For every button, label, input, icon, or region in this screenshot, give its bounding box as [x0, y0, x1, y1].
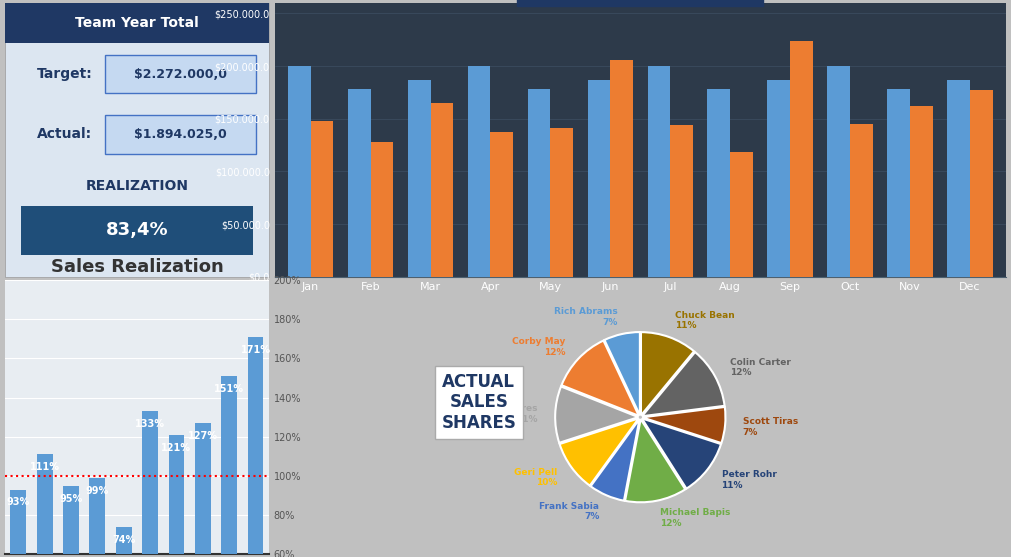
Bar — [767, 80, 791, 277]
Text: $1.894.025,0: $1.894.025,0 — [134, 128, 226, 141]
Text: 127%: 127% — [188, 431, 217, 441]
Bar — [850, 124, 872, 277]
Bar — [348, 89, 371, 277]
Title: Sales Realization: Sales Realization — [51, 258, 223, 276]
Bar — [169, 435, 184, 557]
Bar — [708, 89, 730, 277]
Bar — [310, 121, 334, 277]
Text: Frank Sabia
7%: Frank Sabia 7% — [540, 502, 600, 521]
Bar — [431, 103, 453, 277]
Text: 121%: 121% — [162, 443, 191, 453]
Bar — [611, 60, 633, 277]
Bar — [647, 66, 670, 277]
Bar — [468, 66, 490, 277]
Bar — [490, 133, 514, 277]
Text: 133%: 133% — [135, 419, 165, 429]
Bar — [947, 80, 970, 277]
Wedge shape — [642, 418, 721, 488]
Bar — [116, 527, 131, 557]
Text: 111%: 111% — [29, 462, 60, 472]
Text: ACTUAL
SALES
SHARES: ACTUAL SALES SHARES — [442, 373, 517, 432]
Text: Rich Abrams
7%: Rich Abrams 7% — [554, 307, 618, 326]
Bar — [63, 486, 79, 557]
Text: 95%: 95% — [60, 494, 83, 504]
FancyBboxPatch shape — [21, 206, 253, 255]
FancyBboxPatch shape — [105, 55, 256, 93]
Bar — [888, 89, 910, 277]
Bar — [587, 80, 611, 277]
Text: 151%: 151% — [214, 384, 245, 394]
Wedge shape — [642, 352, 725, 416]
Text: Colin Carter
12%: Colin Carter 12% — [730, 358, 792, 377]
Wedge shape — [560, 418, 639, 486]
Text: 74%: 74% — [112, 535, 135, 545]
Text: 99%: 99% — [86, 486, 109, 496]
Bar — [371, 142, 393, 277]
FancyBboxPatch shape — [5, 3, 269, 277]
Bar — [248, 337, 264, 557]
Bar — [195, 423, 210, 557]
Bar — [36, 455, 53, 557]
Text: Team Year Total: Team Year Total — [75, 16, 199, 30]
Bar — [670, 125, 694, 277]
Text: 171%: 171% — [241, 345, 271, 355]
Bar — [827, 66, 850, 277]
Wedge shape — [642, 407, 726, 443]
Text: Nicole Andres
11%: Nicole Andres 11% — [467, 404, 538, 424]
Wedge shape — [625, 419, 685, 502]
Text: 93%: 93% — [7, 497, 30, 507]
Bar — [143, 411, 158, 557]
Text: 83,4%: 83,4% — [105, 221, 168, 240]
Bar — [221, 376, 237, 557]
Text: Actual:: Actual: — [36, 128, 92, 141]
Text: $2.272.000,0: $2.272.000,0 — [133, 67, 226, 81]
Bar — [288, 66, 310, 277]
Bar — [407, 80, 431, 277]
Text: REALIZATION: REALIZATION — [85, 179, 188, 193]
Wedge shape — [641, 332, 694, 416]
Text: Chuck Bean
11%: Chuck Bean 11% — [675, 311, 735, 330]
FancyBboxPatch shape — [5, 3, 269, 42]
Bar — [550, 128, 573, 277]
Bar — [791, 41, 813, 277]
Bar — [730, 153, 753, 277]
FancyBboxPatch shape — [105, 115, 256, 154]
Text: Target:: Target: — [36, 67, 92, 81]
Bar — [970, 90, 993, 277]
Text: Michael Bapis
12%: Michael Bapis 12% — [659, 509, 730, 528]
Wedge shape — [555, 387, 638, 443]
Bar — [10, 490, 26, 557]
Bar — [910, 106, 933, 277]
Bar — [89, 478, 105, 557]
Text: Geri Pell
10%: Geri Pell 10% — [514, 468, 557, 487]
Wedge shape — [605, 332, 640, 416]
Text: Peter Rohr
11%: Peter Rohr 11% — [722, 471, 776, 490]
Bar — [528, 89, 550, 277]
Wedge shape — [561, 340, 639, 416]
Text: Scott Tiras
7%: Scott Tiras 7% — [743, 417, 798, 437]
Wedge shape — [590, 419, 640, 501]
Text: Corby May
12%: Corby May 12% — [512, 337, 565, 356]
